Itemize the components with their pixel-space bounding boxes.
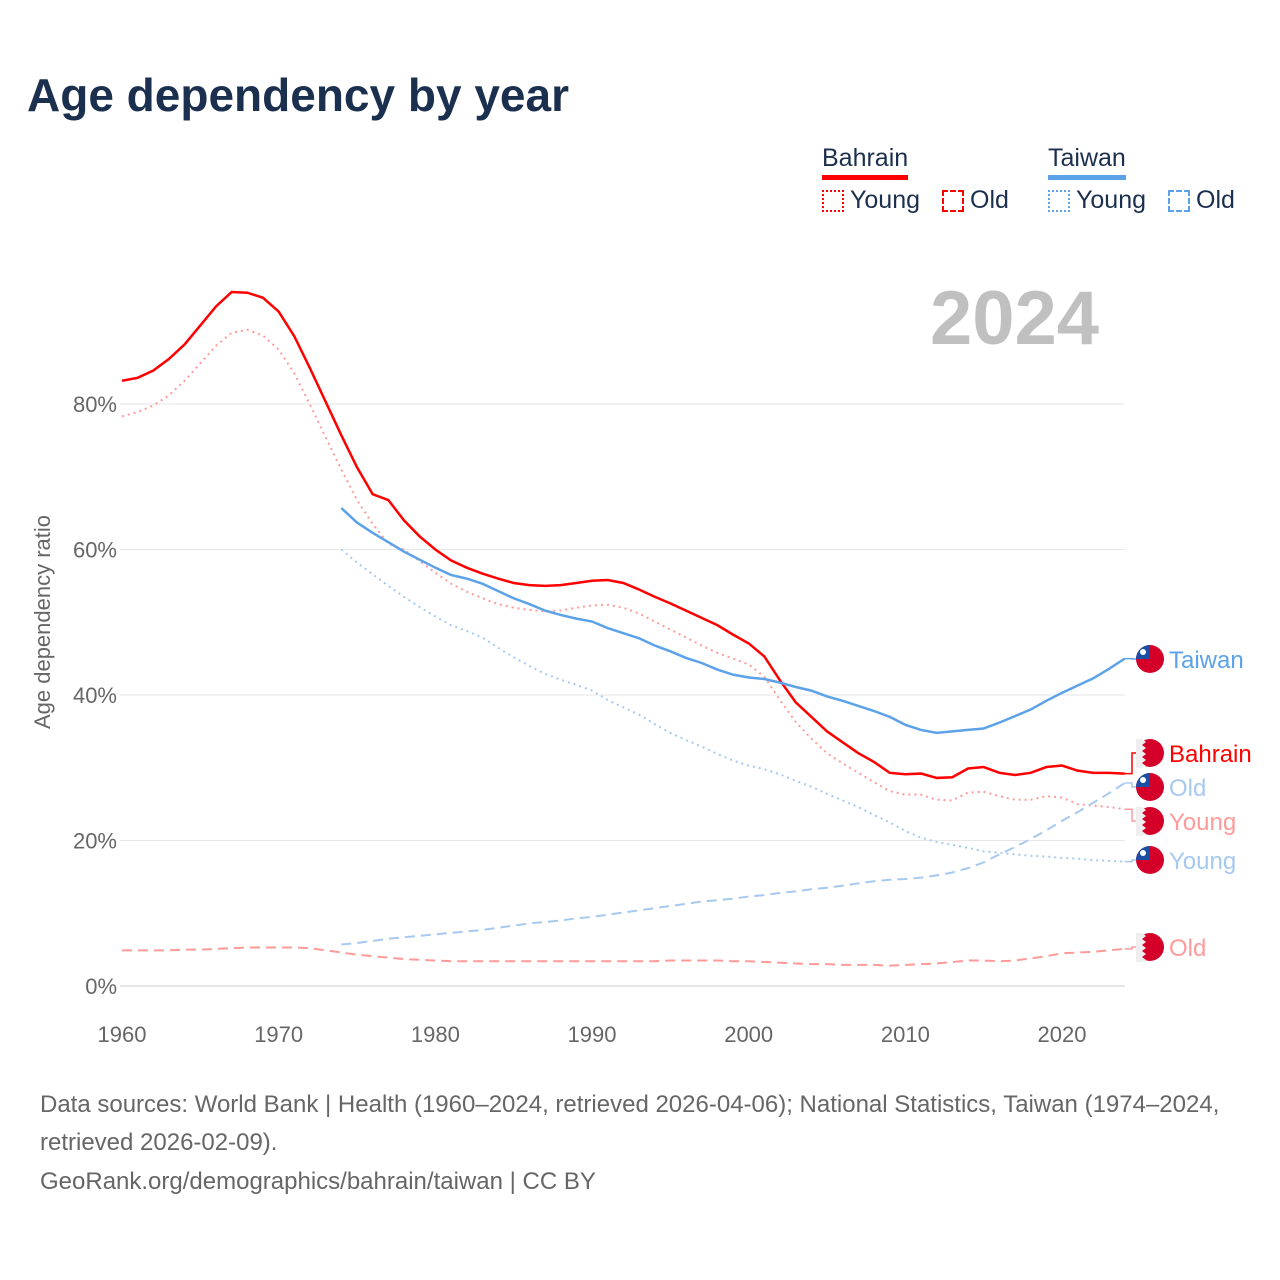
year-label: 2024 xyxy=(930,276,1100,361)
x-tick-label: 1970 xyxy=(254,1022,303,1047)
end-label: Taiwan xyxy=(1169,647,1244,674)
chart-title: Age dependency by year xyxy=(27,69,569,121)
end-label: Bahrain xyxy=(1169,741,1252,768)
series-line-bahrain xyxy=(121,290,1125,780)
y-tick-label: 0% xyxy=(85,974,117,999)
legend-taiwan-old[interactable]: Old xyxy=(1168,186,1235,215)
legend-bahrain-young[interactable]: Young xyxy=(822,186,920,215)
end-label: Old xyxy=(1169,935,1206,962)
flag-sun xyxy=(1140,649,1146,655)
flag-band xyxy=(1136,933,1146,962)
x-tick-label: 1980 xyxy=(411,1022,460,1047)
dotted-swatch-icon xyxy=(1048,189,1070,212)
end-label: Young xyxy=(1169,809,1236,836)
credit-link[interactable]: GeoRank.org/demographics/bahrain/taiwan … xyxy=(40,1168,596,1195)
legend-label: Young xyxy=(850,186,920,214)
line-chart: 0% 20% 40% 60% 80% 1960 1970 1980 1990 2000 2010 20… xyxy=(30,290,1252,1047)
series-line-taiwan-old xyxy=(341,782,1126,946)
x-tick-label: 1990 xyxy=(568,1022,617,1047)
end-label: Old xyxy=(1169,775,1206,802)
data-sources: Data sources: World Bank | Health (1960–… xyxy=(40,1091,1220,1156)
flag-band xyxy=(1136,739,1146,768)
flag-sun xyxy=(1140,777,1146,783)
y-tick-label: 20% xyxy=(73,829,117,854)
x-tick-label: 2010 xyxy=(881,1022,930,1047)
dashed-swatch-icon xyxy=(942,189,964,212)
series-line-taiwan-young xyxy=(340,548,1125,863)
y-tick-label: 80% xyxy=(73,392,117,417)
x-tick-label: 2020 xyxy=(1038,1022,1087,1047)
end-label: Young xyxy=(1169,848,1236,875)
legend-bahrain-old[interactable]: Old xyxy=(942,186,1009,215)
dotted-swatch-icon xyxy=(822,189,844,212)
y-tick-label: 60% xyxy=(73,538,117,563)
series-line-bahrain-young xyxy=(121,328,1125,811)
y-axis-label: Age dependency ratio xyxy=(30,515,55,729)
legend-label: Old xyxy=(1196,186,1235,214)
legend-bahrain[interactable]: Bahrain xyxy=(822,144,909,180)
legend-taiwan[interactable]: Taiwan xyxy=(1048,144,1126,180)
y-tick-label: 40% xyxy=(73,683,117,708)
series-line-taiwan xyxy=(340,507,1126,735)
x-tick-label: 2000 xyxy=(724,1022,773,1047)
flag-band xyxy=(1136,807,1146,836)
x-tick-label: 1960 xyxy=(98,1022,147,1047)
series-line-bahrain-old xyxy=(122,946,1125,967)
flag-sun xyxy=(1140,850,1146,856)
legend-label: Old xyxy=(970,186,1009,214)
legend-label: Young xyxy=(1076,186,1146,214)
legend-taiwan-young[interactable]: Young xyxy=(1048,186,1146,215)
dashed-swatch-icon xyxy=(1168,189,1190,212)
